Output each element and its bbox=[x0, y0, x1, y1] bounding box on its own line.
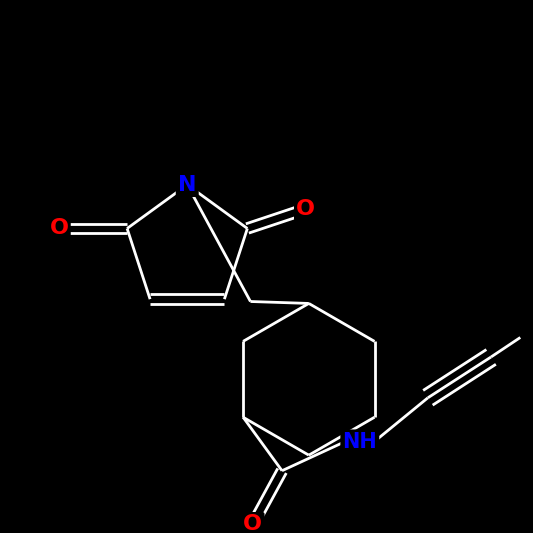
Text: N: N bbox=[178, 175, 197, 195]
Text: O: O bbox=[296, 199, 315, 219]
Text: O: O bbox=[244, 514, 262, 533]
Text: NH: NH bbox=[342, 432, 377, 451]
Text: O: O bbox=[50, 219, 69, 238]
